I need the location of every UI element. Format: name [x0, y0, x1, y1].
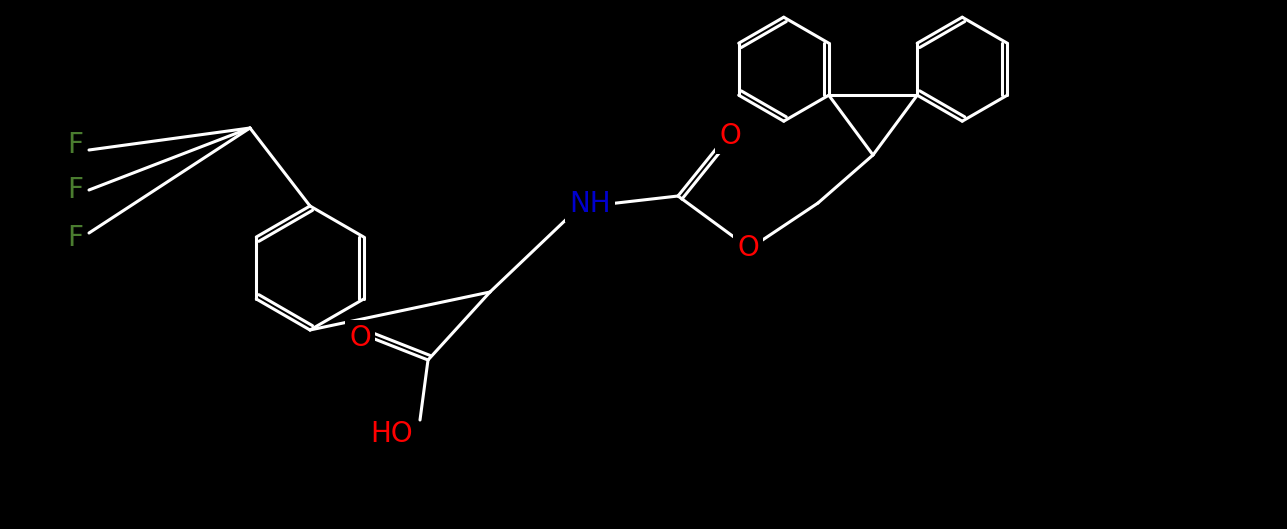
Text: O: O	[737, 234, 759, 262]
Text: HO: HO	[371, 420, 413, 448]
Text: O: O	[349, 324, 371, 352]
Text: NH: NH	[569, 190, 611, 218]
Text: F: F	[67, 224, 82, 252]
Text: F: F	[67, 131, 82, 159]
Text: F: F	[67, 176, 82, 204]
Text: O: O	[719, 122, 741, 150]
